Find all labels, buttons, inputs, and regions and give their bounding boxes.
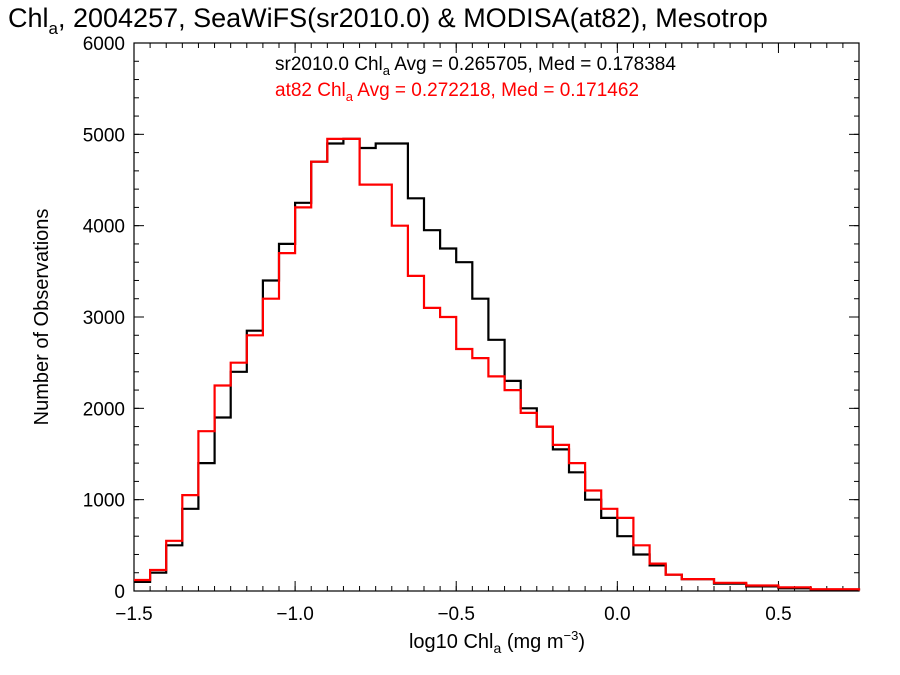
y-tick-label: 4000 xyxy=(83,217,125,238)
x-axis-label-main: log10 Chl xyxy=(409,631,494,653)
annotation-at82-pre: at82 Chl xyxy=(275,80,346,101)
series-line-at82 xyxy=(134,137,861,591)
x-tick-label: −0.5 xyxy=(437,604,475,625)
annotation-sr2010-sub: a xyxy=(383,63,391,78)
y-tick-label: 2000 xyxy=(83,399,125,420)
y-axis-label: Number of Observations xyxy=(31,209,53,426)
chart-title: Chla, 2004257, SeaWiFS(sr2010.0) & MODIS… xyxy=(8,3,768,38)
annotation-at82-sub: a xyxy=(346,89,354,104)
x-axis-label-end: ) xyxy=(578,631,585,653)
annotation-sr2010-pre: sr2010.0 Chl xyxy=(275,54,383,75)
x-axis-label-sub: a xyxy=(494,640,502,656)
y-tick-label: 3000 xyxy=(83,308,125,329)
x-axis-label: log10 Chla (mg m−3) xyxy=(409,628,585,656)
ticks-layer: −1.5 −1.0 −0.5 0.0 0.5 0 1000 2000 3000 4000 5000 6… xyxy=(83,34,860,625)
y-tick-label: 1000 xyxy=(83,491,125,512)
annotation-at82-post: Avg = 0.272218, Med = 0.171462 xyxy=(353,80,639,101)
chart-title-sub: a xyxy=(49,19,59,38)
x-axis-label-rest: (mg m xyxy=(501,631,563,653)
x-tick-label: −1.5 xyxy=(115,604,153,625)
y-tick-label: 6000 xyxy=(83,34,125,55)
x-tick-label: −1.0 xyxy=(276,604,314,625)
x-tick-label: 0.0 xyxy=(604,604,630,625)
chart-title-main: Chl xyxy=(8,3,49,33)
y-tick-label: 5000 xyxy=(83,125,125,146)
y-tick-label: 0 xyxy=(114,582,125,603)
x-axis-label-sup: −3 xyxy=(564,628,579,643)
series-line-sr2010 xyxy=(134,137,861,591)
plot-frame xyxy=(133,42,860,592)
chart-title-rest: , 2004257, SeaWiFS(sr2010.0) & MODISA(at… xyxy=(58,3,768,33)
series-layer xyxy=(134,137,861,591)
annotation-sr2010: sr2010.0 Chla Avg = 0.265705, Med = 0.17… xyxy=(275,54,676,78)
annotation-sr2010-post: Avg = 0.265705, Med = 0.178384 xyxy=(390,54,676,75)
annotation-at82: at82 Chla Avg = 0.272218, Med = 0.171462 xyxy=(275,80,639,104)
x-tick-label: 0.5 xyxy=(765,604,791,625)
